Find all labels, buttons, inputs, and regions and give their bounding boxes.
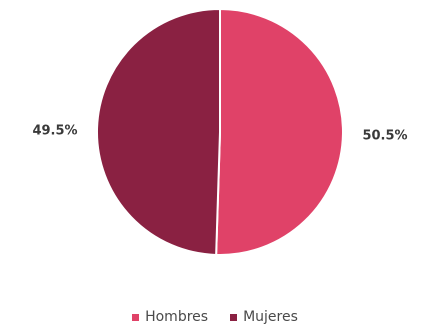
pie-slice-mujeres	[95, 7, 221, 256]
slice-label-hombres: 50.5%	[362, 129, 407, 144]
legend: Hombres Mujeres	[0, 309, 430, 325]
slice-label-mujeres: 49.5%	[32, 123, 77, 138]
legend-swatch-hombres	[132, 313, 140, 321]
legend-label-hombres: Hombres	[145, 309, 209, 325]
pie-slices	[95, 7, 344, 256]
legend-swatch-mujeres	[230, 313, 238, 321]
legend-item-hombres: Hombres	[132, 309, 208, 325]
pie-slice-labels: 50.5% 49.5%	[32, 123, 407, 143]
legend-item-mujeres: Mujeres	[230, 309, 298, 325]
legend-label-mujeres: Mujeres	[243, 309, 298, 325]
pie-slice-hombres	[215, 7, 344, 256]
